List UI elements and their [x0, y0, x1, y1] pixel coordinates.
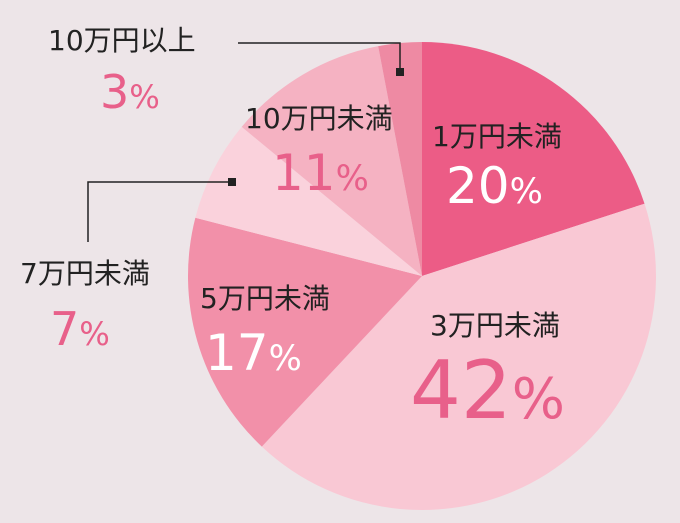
slice-label: 3万円未満 — [430, 309, 560, 342]
slice-value-label: 3% — [100, 65, 160, 119]
pie-slice — [261, 203, 657, 511]
pie-slice — [241, 46, 422, 277]
leader-marker — [228, 178, 236, 186]
pie-slice — [422, 42, 645, 276]
slice-label: 1万円未満 — [432, 120, 562, 153]
slice-value-label: 42% — [410, 344, 565, 437]
pie-slice — [195, 126, 422, 276]
pie-slice — [188, 217, 422, 447]
pie-slice — [378, 42, 422, 276]
slice-label: 10万円以上 — [48, 24, 196, 57]
slice-value-label: 7% — [50, 302, 110, 356]
slice-value-label: 20% — [446, 157, 543, 215]
slice-label: 10万円未満 — [245, 102, 393, 135]
leader-marker — [396, 68, 404, 76]
leader-line — [238, 42, 401, 72]
slice-value-label: 17% — [205, 324, 302, 382]
slice-label: 7万円未満 — [20, 257, 150, 290]
leader-line — [87, 181, 232, 242]
slice-label: 5万円未満 — [200, 282, 330, 315]
slice-value-label: 11% — [272, 144, 369, 202]
